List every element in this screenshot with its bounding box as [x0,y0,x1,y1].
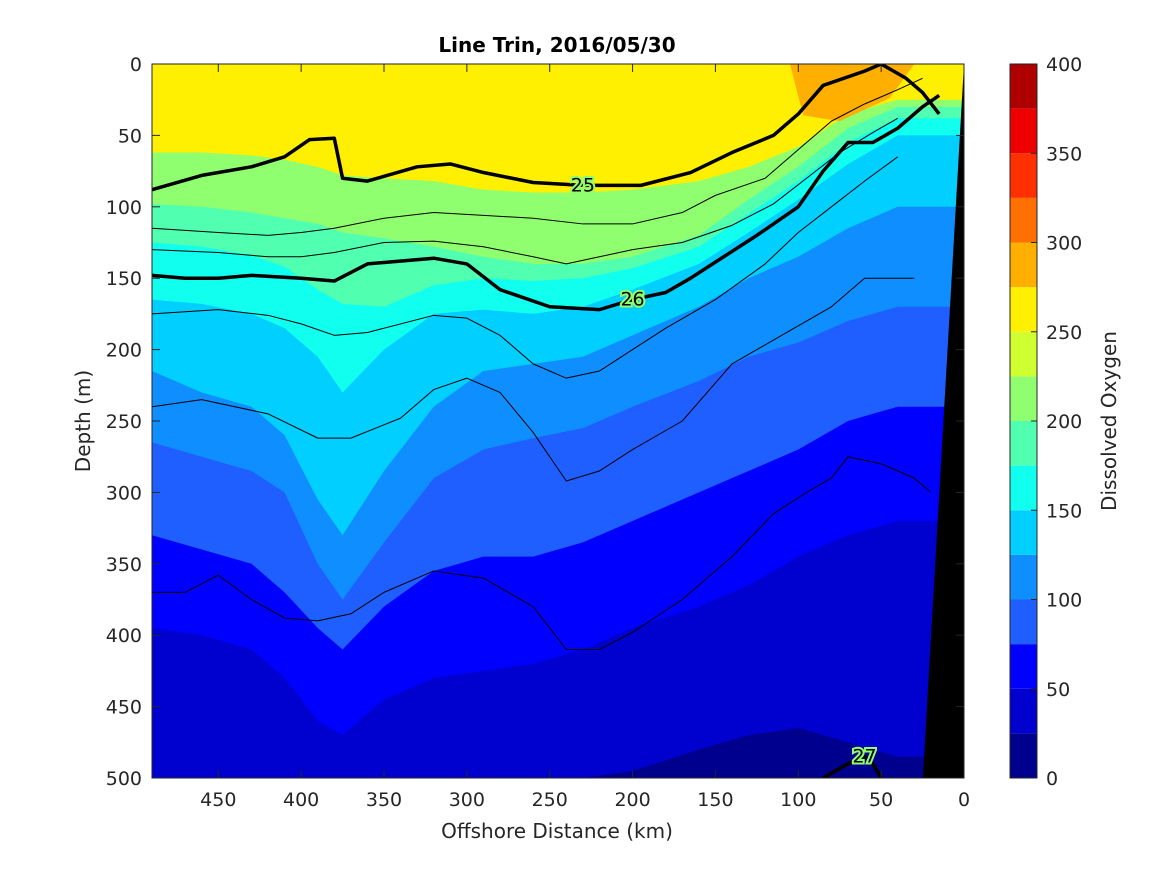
colorbar-tick-label: 400 [1046,54,1082,76]
density-contour-minor-5 [152,156,899,379]
density-contour-27 [822,754,883,778]
contour-label-26: 26 [620,289,644,311]
density-contour-26 [152,93,941,312]
x-tick-label: 250 [532,789,568,811]
colorbar-tick-label: 350 [1046,143,1082,165]
x-tick-label: 350 [366,789,402,811]
y-axis: 0 50 100 150 200 250 300 350 400 450 500 [106,54,964,790]
colorbar-swatch [1010,197,1037,243]
colorbar-swatch [1010,688,1037,734]
y-axis-label: Depth (m) [71,370,95,472]
colorbar-label: Dissolved Oxygen [1097,331,1121,511]
y-tick-label: 300 [106,482,142,504]
oxygen-band-50 [152,520,964,778]
colorbar: 0 50 100 150 200 250 300 350 400 [1009,54,1082,790]
density-contour-minor-4 [152,117,898,265]
colorbar-tick-label: 150 [1046,500,1082,522]
colorbar-tick-label: 250 [1046,322,1082,344]
colorbar-tick-label: 200 [1046,411,1082,433]
oxygen-fill-layer [152,64,964,778]
y-tick-label: 400 [106,625,142,647]
y-tick-label: 450 [106,697,142,719]
colorbar-swatch [1010,554,1037,600]
colorbar-swatch [1010,331,1037,377]
x-tick-label: 400 [283,789,319,811]
density-contour-25 [152,64,941,192]
y-tick-label: 200 [106,340,142,362]
chart-title: Line Trin, 2016/05/30 [438,33,675,57]
colorbar-swatch [1010,108,1037,154]
x-tick-label: 200 [614,789,650,811]
x-tick-label: 50 [869,789,893,811]
x-axis: 450 400 350 300 250 200 150 100 50 0 [200,64,970,811]
contour-label-27: 27 [852,746,876,768]
colorbar-swatch [1010,644,1037,689]
y-tick-label: 50 [118,125,142,147]
colorbar-tick-label: 100 [1046,590,1082,612]
y-tick-label: 150 [106,268,142,290]
density-contour-minor-3 [152,77,923,236]
x-tick-label: 150 [697,789,733,811]
colorbar-swatch [1010,421,1037,466]
colorbar-swatch [1010,733,1037,778]
density-contour-layer [152,64,941,778]
density-contour-minor-6 [152,277,915,482]
x-tick-label: 100 [780,789,816,811]
y-tick-label: 350 [106,554,142,576]
colorbar-swatch [1010,287,1037,332]
x-tick-label: 450 [200,789,236,811]
contour-label-25: 25 [571,174,595,196]
colorbar-swatch [1010,510,1037,555]
density-contour-minor-7 [152,456,932,650]
land-mask [922,64,964,778]
colorbar-tick-label: 300 [1046,233,1082,255]
colorbar-swatch [1010,153,1037,198]
oxygen-surface-maximum [790,64,915,122]
plot-area: 25 26 27 [152,64,964,778]
oxygen-band-25 [152,728,964,778]
colorbar-swatch [1010,64,1037,109]
x-tick-label: 300 [449,789,485,811]
colorbar-tick-label: 0 [1046,768,1058,790]
x-tick-label: 0 [958,789,970,811]
colorbar-tick-label: 50 [1046,679,1070,701]
x-axis-label: Offshore Distance (km) [441,819,673,843]
colorbar-swatch [1010,465,1037,511]
y-tick-label: 250 [106,411,142,433]
y-tick-label: 500 [106,768,142,790]
y-tick-label: 100 [106,197,142,219]
land-mask-layer [922,64,964,778]
contour-label-layer: 25 26 27 [569,172,879,769]
colorbar-swatch [1010,242,1037,288]
y-tick-label: 0 [130,54,142,76]
colorbar-swatch [1010,376,1037,421]
colorbar-swatch [1010,599,1037,645]
